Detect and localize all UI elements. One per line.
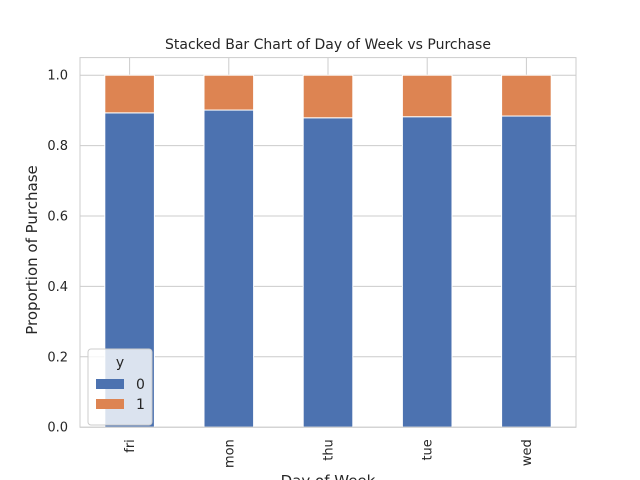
legend-swatch-0 — [96, 379, 124, 389]
bars — [104, 74, 552, 428]
bar-thu-series-1 — [302, 74, 354, 119]
legend-label-0: 0 — [136, 377, 145, 393]
bar-tue-series-1 — [401, 74, 453, 118]
bar-thu-series-0 — [302, 117, 354, 428]
x-tick-label-wed: wed — [520, 439, 535, 466]
y-tick-label-3: 0.6 — [47, 210, 68, 225]
x-tick-label-tue: tue — [421, 439, 436, 460]
bar-wed-series-1 — [501, 74, 552, 117]
bar-mon-series-1 — [203, 74, 255, 111]
legend-label-1: 1 — [136, 397, 145, 413]
x-axis-label: Day of Week — [281, 472, 376, 480]
y-axis-label: Proportion of Purchase — [23, 165, 41, 335]
bar-fri-series-1 — [104, 74, 155, 114]
y-tick-label-1: 0.2 — [47, 350, 68, 365]
legend-title: y — [116, 355, 124, 371]
y-tick-label-0: 0.0 — [47, 421, 68, 436]
bar-mon-series-0 — [203, 109, 255, 428]
x-tick-label-thu: thu — [322, 439, 337, 461]
x-tick-label-mon: mon — [222, 439, 237, 468]
legend-swatch-1 — [96, 399, 124, 409]
x-tick-label-fri: fri — [123, 439, 138, 453]
y-tick-label-5: 1.0 — [47, 69, 68, 84]
plot-frame — [79, 57, 577, 428]
y-tick-labels: 0.0 0.2 0.4 0.6 0.8 1.0 — [47, 69, 68, 436]
legend: y 0 1 — [87, 348, 153, 426]
bar-wed-series-0 — [501, 115, 552, 428]
y-tick-label-2: 0.4 — [47, 280, 68, 295]
y-tick-label-4: 0.8 — [47, 139, 68, 154]
bar-tue-series-0 — [401, 116, 453, 428]
x-tick-labels: fri mon thu tue wed — [123, 439, 535, 468]
chart-title: Stacked Bar Chart of Day of Week vs Purc… — [165, 37, 491, 53]
